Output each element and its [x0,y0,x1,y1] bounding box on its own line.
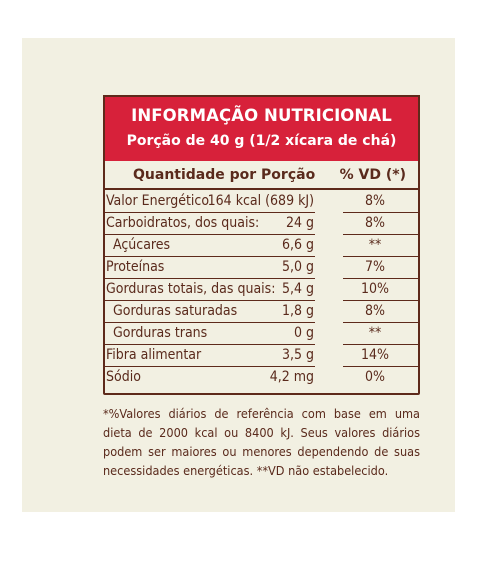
row-divider [105,256,315,257]
nutrient-daily-value: 10% [361,281,389,297]
nutrient-label: Carboidratos, dos quais: [106,215,260,231]
nutrient-amount: 5,0 g [281,259,314,275]
nutrient-label: Gorduras totais, das quais: [106,281,276,297]
nutrient-daily-value: ** [368,325,382,341]
nutrient-daily-value: ** [368,237,382,253]
nutrient-amount: 0 g [293,325,314,341]
table-header-row: Quantidade por Porção % VD (*) [105,161,418,190]
footnote: *%Valores diários de referência com base… [103,406,420,478]
row-divider [343,278,418,279]
nutrient-amount: 5,4 g [281,281,314,297]
nutrient-amount: 6,6 g [281,237,314,253]
nutrient-label: Gorduras trans [113,325,208,341]
nutrient-amount: 24 g [285,215,314,231]
nutrient-label: Açúcares [113,237,171,253]
nutrient-amount: 1,8 g [281,303,314,319]
row-divider [105,300,315,301]
quantity-column-header: Quantidade por Porção [133,167,316,183]
row-divider [343,322,418,323]
row-divider [105,278,315,279]
row-divider [343,212,418,213]
table-row: Gorduras totais, das quais: 5,4 g 10% [105,278,418,301]
nutrient-amount: 4,2 mg [269,369,314,385]
nutrient-label: Proteínas [106,259,165,275]
table-row: Fibra alimentar 3,5 g 14% [105,344,418,367]
row-divider [105,212,315,213]
table-row: Sódio 4,2 mg 0% [105,366,418,388]
table-row: Gorduras saturadas 1,8 g 8% [105,300,418,323]
nutrient-amount: 3,5 g [281,347,314,363]
row-divider [105,234,315,235]
table-row: Proteínas 5,0 g 7% [105,256,418,279]
table-row: Valor Energético 164 kcal (689 kJ) 8% [105,190,418,213]
row-divider [343,234,418,235]
nutrient-daily-value: 7% [365,259,385,275]
nutrient-daily-value: 14% [361,347,389,363]
row-divider [105,366,315,367]
nutrient-label: Sódio [106,369,141,385]
row-divider [343,366,418,367]
table-row: Carboidratos, dos quais: 24 g 8% [105,212,418,235]
nutrient-label: Valor Energético [106,193,210,209]
row-divider [343,300,418,301]
nutrient-daily-value: 8% [365,215,385,231]
row-divider [343,256,418,257]
nutrient-label: Gorduras saturadas [113,303,238,319]
row-divider [105,344,315,345]
dv-column-header: % VD (*) [339,167,406,183]
nutrition-title: INFORMAÇÃO NUTRICIONAL [131,106,392,125]
nutrition-header: INFORMAÇÃO NUTRICIONAL Porção de 40 g (1… [103,95,420,161]
row-divider [343,344,418,345]
row-divider [105,322,315,323]
nutrient-daily-value: 8% [365,303,385,319]
portion-size: Porção de 40 g (1/2 xícara de chá) [126,133,397,149]
nutrient-daily-value: 8% [365,193,385,209]
table-row: Açúcares 6,6 g ** [105,234,418,257]
table-row: Gorduras trans 0 g ** [105,322,418,345]
nutrient-daily-value: 0% [365,369,385,385]
nutrient-amount: 164 kcal (689 kJ) [207,193,314,209]
nutrient-label: Fibra alimentar [106,347,202,363]
